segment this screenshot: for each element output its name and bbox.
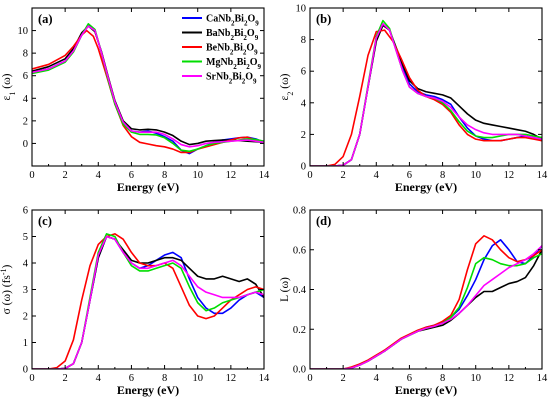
y-tick-label: 0.0 <box>293 365 306 376</box>
x-tick-label: 0 <box>307 373 312 384</box>
x-tick-label: 4 <box>96 373 102 384</box>
legend-entry: SrNb2Bi2O9 <box>206 72 257 86</box>
x-tick-label: 8 <box>440 373 445 384</box>
x-tick-label: 4 <box>96 170 102 181</box>
y-tick-label: 10 <box>18 26 29 37</box>
y-tick-label: 6 <box>23 206 28 217</box>
x-tick-label: 10 <box>192 373 203 384</box>
series-line-canb2bi2o9 <box>310 239 542 369</box>
x-tick-label: 14 <box>259 373 270 384</box>
panel-label: (d) <box>316 214 331 228</box>
chart-panel-a: 0 2 4 6 8 10 12 14 0 2 4 6 8 10 Energy (eV) ε1 (ω) (a) <box>1 7 270 194</box>
y-tick-label: 0 <box>23 139 28 150</box>
x-tick-label: 8 <box>440 170 445 181</box>
y-tick-label: 6 <box>301 67 306 78</box>
series-line-mgnb2bi2o9 <box>310 19 542 166</box>
legend: CaNb2Bi2O9BaNb2Bi2O9BeNb2Bi2O9MgNb2Bi2O9… <box>182 14 261 86</box>
y-tick-label: 8 <box>301 35 306 46</box>
x-tick-label: 4 <box>374 373 380 384</box>
x-axis-label: Energy (eV) <box>395 180 457 194</box>
plot-frame <box>31 209 265 370</box>
x-tick-label: 0 <box>29 170 34 181</box>
y-axis-label: L (ω) <box>279 277 291 302</box>
x-tick-label: 12 <box>226 373 237 384</box>
x-tick-label: 2 <box>341 373 346 384</box>
x-tick-label: 10 <box>192 170 203 181</box>
series-line-srnb2bi2o9 <box>310 244 542 369</box>
y-tick-label: 2 <box>23 116 28 127</box>
series-line-mgnb2bi2o9 <box>32 233 264 369</box>
x-tick-label: 14 <box>537 170 548 181</box>
x-tick-label: 4 <box>374 170 380 181</box>
x-tick-label: 10 <box>470 373 481 384</box>
chart-panel-d: 0 2 4 6 8 10 12 14 0.0 0.2 0.4 0.6 0.8 Energy (eV) L (… <box>279 206 548 398</box>
y-tick-label: 2 <box>301 130 306 141</box>
y-tick-label: 4 <box>23 259 29 270</box>
x-axis-label: Energy (eV) <box>395 383 457 397</box>
x-tick-label: 12 <box>504 373 515 384</box>
series-line-srnb2bi2o9 <box>32 235 264 369</box>
y-tick-label: 2 <box>23 312 28 323</box>
panel-label: (a) <box>38 12 53 26</box>
x-tick-label: 8 <box>162 170 167 181</box>
x-tick-label: 6 <box>129 170 134 181</box>
y-tick-label: 3 <box>23 285 28 296</box>
x-tick-label: 2 <box>63 373 68 384</box>
series-line-mgnb2bi2o9 <box>310 252 542 369</box>
panel-label: (b) <box>316 12 331 26</box>
y-tick-label: 0.8 <box>293 206 306 217</box>
y-tick-label: 8 <box>23 49 28 60</box>
x-tick-label: 10 <box>470 170 481 181</box>
y-tick-label: 6 <box>23 71 28 82</box>
series-line-srnb2bi2o9 <box>32 25 264 148</box>
y-tick-label: 0.2 <box>293 325 306 336</box>
series-line-banb2bi2o9 <box>310 248 542 369</box>
x-tick-label: 0 <box>307 170 312 181</box>
series-line-benb2bi2o9 <box>310 29 542 166</box>
x-tick-label: 6 <box>129 373 134 384</box>
legend-entry: CaNb2Bi2O9 <box>206 14 259 28</box>
series-line-canb2bi2o9 <box>310 23 542 166</box>
panel-label: (c) <box>38 214 52 228</box>
x-tick-label: 12 <box>504 170 515 181</box>
series-line-srnb2bi2o9 <box>310 23 542 166</box>
legend-entry: BaNb2Bi2O9 <box>206 28 259 42</box>
chart-panel-b: 0 2 4 6 8 10 12 14 0 2 4 6 8 10 Energy (eV) ε2 (ω) (b) <box>279 4 548 195</box>
x-axis-label: Energy (eV) <box>117 180 179 194</box>
x-tick-label: 14 <box>537 373 548 384</box>
y-tick-label: 0.4 <box>293 285 307 296</box>
legend-entry: MgNb2Bi2O9 <box>206 57 261 71</box>
plot-frame <box>309 209 543 370</box>
series-line-benb2bi2o9 <box>310 235 542 369</box>
y-axis-label: ε2 (ω) <box>279 73 295 100</box>
y-tick-label: 4 <box>301 98 307 109</box>
y-tick-label: 0.6 <box>293 245 306 256</box>
y-axis-label: ε1 (ω) <box>1 73 17 100</box>
plot-frame <box>309 7 543 167</box>
x-tick-label: 14 <box>259 170 270 181</box>
y-tick-label: 5 <box>23 232 28 243</box>
legend-entry: BeNb2Bi2O9 <box>206 43 258 57</box>
x-tick-label: 2 <box>341 170 346 181</box>
y-tick-label: 1 <box>23 338 28 349</box>
x-tick-label: 2 <box>63 170 68 181</box>
y-tick-label: 0 <box>301 162 306 173</box>
y-tick-label: 0 <box>23 365 28 376</box>
y-tick-label: 10 <box>296 4 307 15</box>
x-tick-label: 8 <box>162 373 167 384</box>
x-axis-label: Energy (eV) <box>117 383 179 397</box>
y-tick-label: 4 <box>23 94 29 105</box>
x-tick-label: 12 <box>226 170 237 181</box>
y-axis-label: σ (ω) (fs-1) <box>0 264 13 314</box>
x-tick-label: 6 <box>407 170 412 181</box>
series-line-benb2bi2o9 <box>32 233 264 369</box>
x-tick-label: 6 <box>407 373 412 384</box>
x-tick-label: 0 <box>29 373 34 384</box>
